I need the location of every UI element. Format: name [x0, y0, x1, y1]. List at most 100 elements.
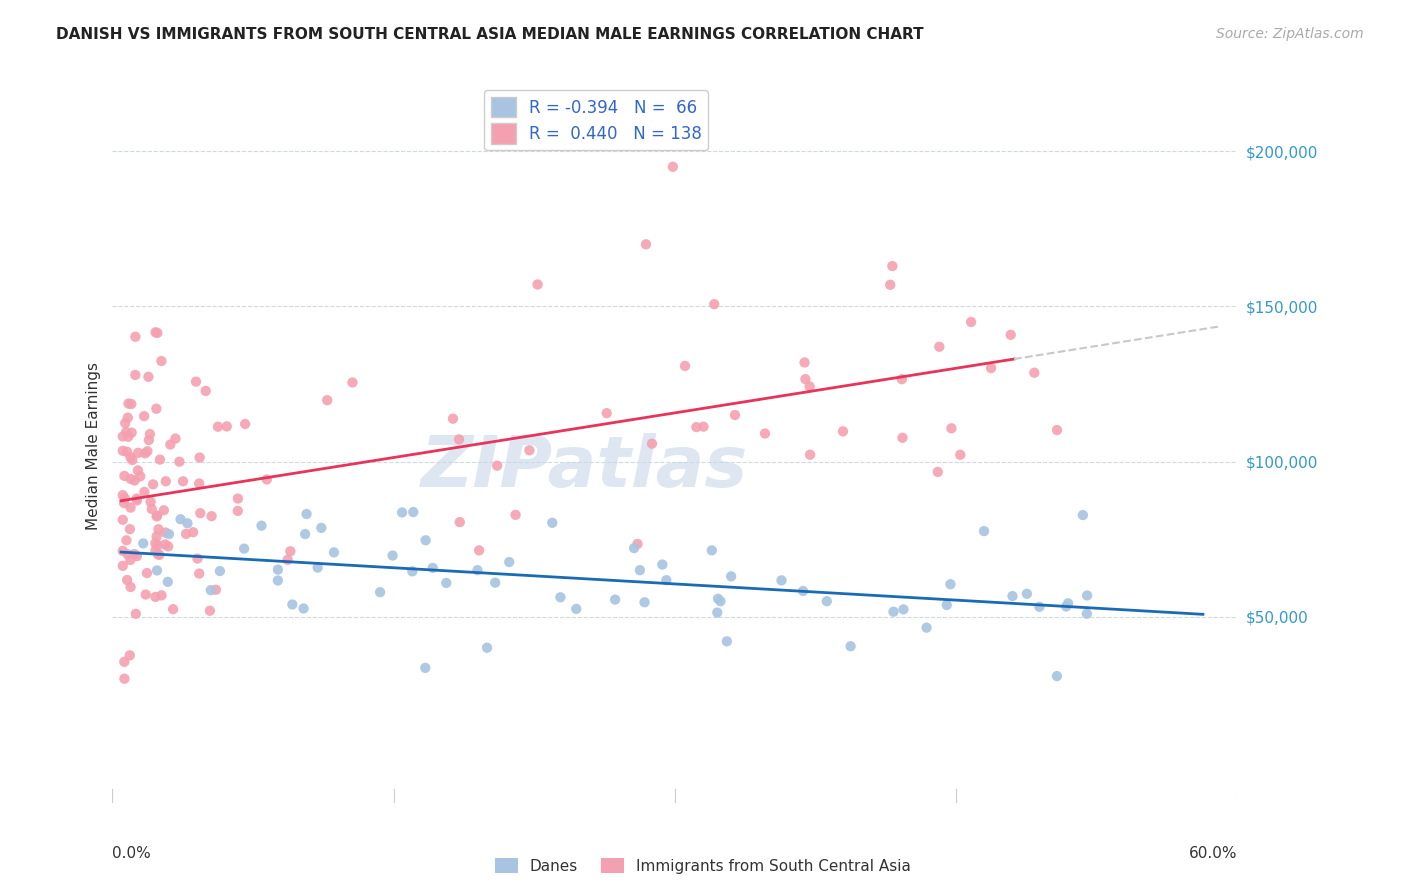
- Point: [115, 533, 138, 548]
- Point: [125, 493, 148, 508]
- Point: [541, 516, 564, 530]
- Point: [124, 368, 146, 382]
- Point: [120, 450, 142, 464]
- Point: [132, 536, 155, 550]
- Point: [139, 427, 162, 442]
- Point: [138, 369, 160, 384]
- Point: [486, 458, 509, 473]
- Point: [498, 555, 520, 569]
- Point: [1000, 327, 1022, 342]
- Point: [118, 648, 141, 663]
- Point: [793, 355, 815, 369]
- Point: [112, 672, 135, 686]
- Point: [162, 602, 184, 616]
- Point: [634, 237, 657, 252]
- Point: [1001, 589, 1024, 603]
- Point: [277, 553, 299, 567]
- Point: [815, 594, 838, 608]
- Point: [153, 503, 176, 517]
- Point: [117, 410, 139, 425]
- Point: [111, 513, 134, 527]
- Y-axis label: Median Male Earnings: Median Male Earnings: [86, 362, 101, 530]
- Point: [633, 595, 655, 609]
- Point: [145, 401, 167, 416]
- Point: [468, 543, 491, 558]
- Point: [148, 522, 170, 536]
- Point: [980, 361, 1002, 376]
- Point: [401, 565, 423, 579]
- Point: [127, 463, 149, 477]
- Point: [150, 588, 173, 602]
- Point: [703, 297, 725, 311]
- Point: [441, 411, 464, 425]
- Point: [120, 580, 142, 594]
- Point: [1046, 423, 1069, 437]
- Point: [294, 527, 316, 541]
- Point: [145, 509, 167, 524]
- Point: [316, 393, 339, 408]
- Point: [181, 525, 204, 540]
- Point: [641, 436, 664, 450]
- Point: [447, 433, 470, 447]
- Point: [143, 536, 166, 550]
- Point: [200, 583, 222, 598]
- Point: [662, 160, 685, 174]
- Point: [770, 574, 793, 588]
- Point: [707, 591, 730, 606]
- Point: [322, 545, 344, 559]
- Point: [117, 547, 139, 561]
- Point: [111, 488, 134, 502]
- Point: [115, 573, 138, 587]
- Point: [893, 602, 915, 616]
- Point: [928, 340, 950, 354]
- Point: [596, 406, 619, 420]
- Point: [890, 372, 912, 386]
- Point: [475, 640, 498, 655]
- Point: [1054, 599, 1077, 614]
- Point: [484, 575, 506, 590]
- Point: [120, 472, 142, 486]
- Point: [724, 408, 747, 422]
- Text: 60.0%: 60.0%: [1189, 846, 1237, 861]
- Point: [709, 594, 731, 608]
- Point: [188, 476, 211, 491]
- Point: [280, 544, 302, 558]
- Point: [136, 444, 159, 458]
- Point: [935, 598, 957, 612]
- Point: [111, 544, 134, 558]
- Point: [422, 561, 444, 575]
- Point: [233, 417, 256, 431]
- Point: [655, 573, 678, 587]
- Point: [172, 475, 194, 489]
- Point: [526, 277, 548, 292]
- Point: [381, 549, 404, 563]
- Point: [832, 425, 855, 439]
- Point: [176, 516, 198, 531]
- Point: [200, 509, 222, 524]
- Point: [792, 584, 814, 599]
- Point: [120, 397, 142, 411]
- Point: [915, 621, 938, 635]
- Point: [292, 601, 315, 615]
- Point: [692, 419, 714, 434]
- Point: [882, 259, 904, 273]
- Point: [155, 525, 177, 540]
- Point: [673, 359, 696, 373]
- Point: [391, 505, 413, 519]
- Point: [125, 491, 148, 506]
- Point: [157, 540, 180, 554]
- Point: [124, 547, 146, 561]
- Point: [188, 506, 211, 520]
- Point: [281, 598, 304, 612]
- Point: [124, 330, 146, 344]
- Point: [121, 453, 143, 467]
- Point: [146, 508, 169, 523]
- Point: [186, 551, 208, 566]
- Point: [142, 477, 165, 491]
- Point: [519, 443, 541, 458]
- Point: [127, 446, 149, 460]
- Point: [1071, 508, 1094, 522]
- Point: [146, 548, 169, 562]
- Point: [114, 469, 136, 483]
- Point: [120, 500, 142, 515]
